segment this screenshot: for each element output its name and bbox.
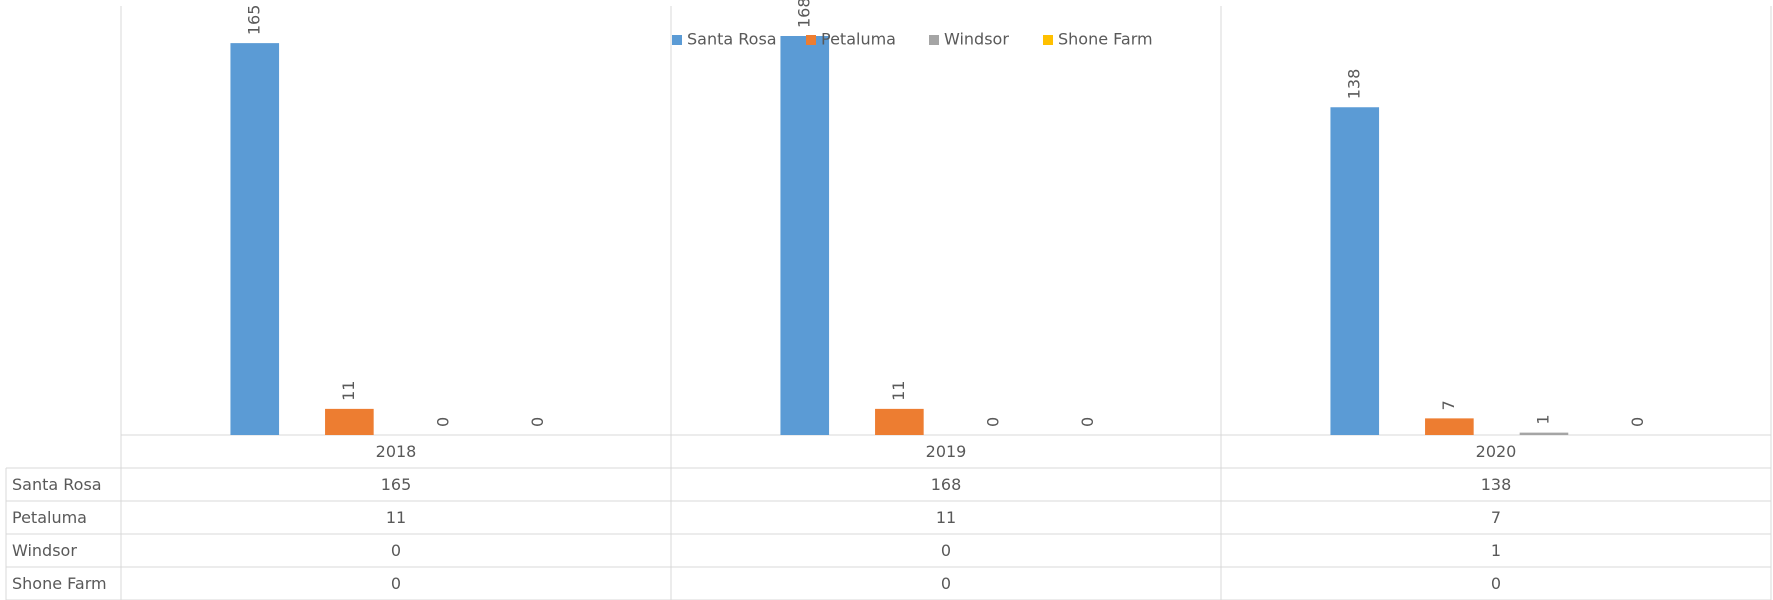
legend-label: Santa Rosa [687, 30, 777, 49]
table-row-label: Windsor [12, 541, 77, 560]
table-row-label: Petaluma [12, 508, 87, 527]
legend-label: Petaluma [821, 30, 896, 49]
table-cell: 11 [936, 508, 956, 527]
data-label: 0 [983, 417, 1002, 427]
table-row-label: Santa Rosa [12, 475, 102, 494]
legend-swatch [929, 35, 939, 45]
data-label: 0 [433, 417, 452, 427]
table-label-bg [7, 469, 120, 500]
data-label: 138 [1344, 69, 1363, 100]
data-label: 168 [794, 0, 813, 28]
table-cell: 138 [1481, 475, 1512, 494]
table-cell: 7 [1491, 508, 1501, 527]
bar [780, 36, 830, 435]
legend-label: Shone Farm [1058, 30, 1153, 49]
legend-swatch [672, 35, 682, 45]
data-label: 0 [1078, 417, 1097, 427]
legend-label: Windsor [944, 30, 1009, 49]
bar [875, 408, 924, 435]
table-label-bg [7, 502, 120, 533]
table-label-bg [7, 535, 120, 566]
data-label: 11 [339, 381, 358, 401]
table-row-label: Shone Farm [12, 574, 107, 593]
bar [1330, 107, 1380, 435]
bar [325, 408, 374, 435]
data-label: 165 [244, 5, 263, 36]
data-label: 0 [528, 417, 547, 427]
table-cell: 0 [391, 541, 401, 560]
table-cell: 165 [381, 475, 412, 494]
table-header: 2019 [926, 442, 967, 461]
table-cell: 11 [386, 508, 406, 527]
table-header: 2020 [1476, 442, 1517, 461]
table-cell: 0 [941, 574, 951, 593]
data-label: 11 [889, 381, 908, 401]
table-cell: 1 [1491, 541, 1501, 560]
data-label: 1 [1533, 414, 1552, 424]
table-header: 2018 [376, 442, 417, 461]
bar [230, 43, 280, 435]
bar [1519, 432, 1569, 435]
legend-swatch [806, 35, 816, 45]
legend-swatch [1043, 35, 1053, 45]
table-cell: 168 [931, 475, 962, 494]
data-label: 0 [1628, 417, 1647, 427]
bar [1425, 418, 1474, 435]
table-label-bg [7, 568, 120, 599]
table-cell: 0 [1491, 574, 1501, 593]
table-cell: 0 [391, 574, 401, 593]
data-label: 7 [1439, 400, 1458, 410]
table-cell: 0 [941, 541, 951, 560]
